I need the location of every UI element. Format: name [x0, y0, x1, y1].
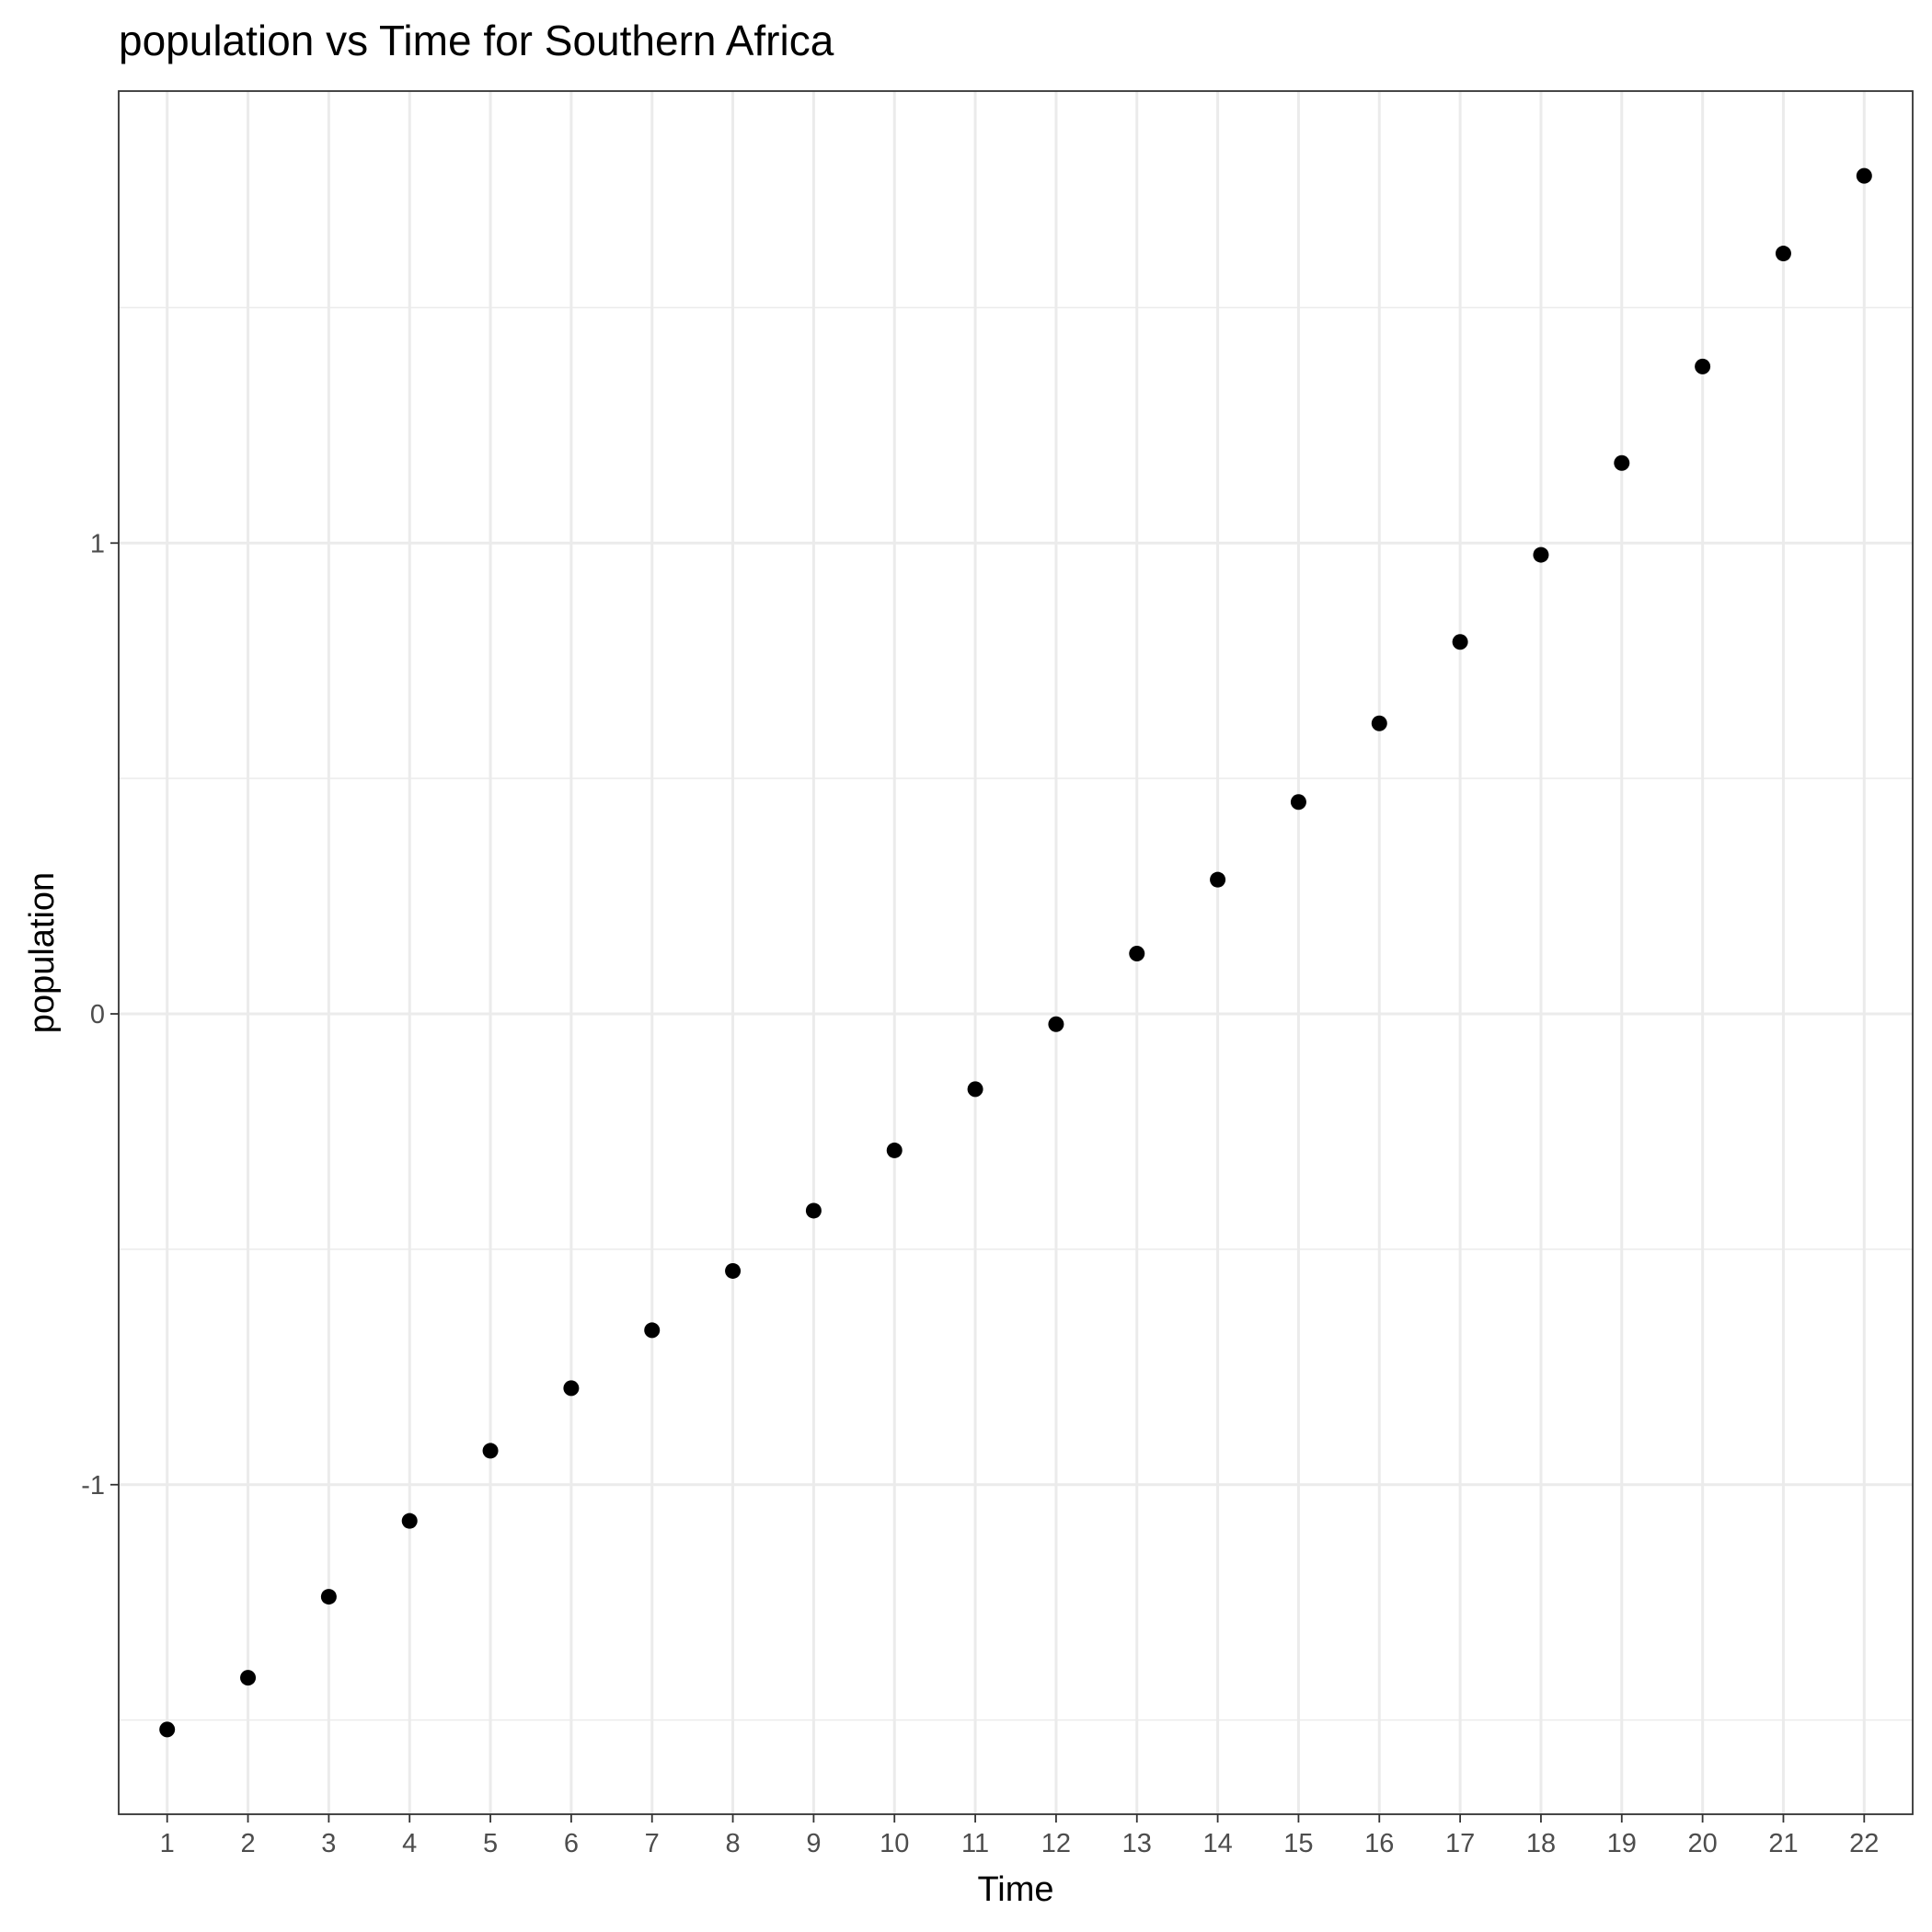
x-tick-label: 5: [483, 1829, 498, 1858]
x-axis-title: Time: [977, 1870, 1053, 1909]
minor-gridlines: [119, 306, 1913, 1721]
x-tick-label: 13: [1122, 1829, 1152, 1858]
data-point: [159, 1721, 176, 1738]
data-point: [563, 1380, 580, 1397]
data-point: [1371, 715, 1387, 731]
chart-title: population vs Time for Southern Africa: [119, 17, 834, 64]
x-tick-label: 7: [645, 1829, 660, 1858]
x-tick-label: 15: [1283, 1829, 1313, 1858]
major-gridlines: [119, 91, 1913, 1814]
data-point: [1533, 546, 1549, 563]
x-tick-label: 21: [1768, 1829, 1798, 1858]
data-point: [1210, 871, 1226, 888]
x-tick-label: 14: [1202, 1829, 1232, 1858]
x-tick-label: 1: [160, 1829, 175, 1858]
data-point: [1129, 946, 1145, 962]
x-tick-label: 22: [1849, 1829, 1879, 1858]
data-point: [320, 1589, 337, 1605]
x-tick-label: 20: [1687, 1829, 1717, 1858]
x-tick-label: 18: [1526, 1829, 1556, 1858]
data-point: [805, 1202, 822, 1219]
data-point: [1290, 794, 1306, 811]
x-tick-label: 11: [961, 1829, 989, 1858]
x-axis: 1 2 3 4 5 6 7 8 9 10 11 12 13 14 15 16 17 18 19 20 21 22: [160, 1814, 1879, 1858]
x-tick-label: 12: [1041, 1829, 1071, 1858]
x-tick-label: 19: [1607, 1829, 1637, 1858]
x-tick-label: 8: [725, 1829, 740, 1858]
x-tick-label: 4: [402, 1829, 417, 1858]
data-point: [1452, 634, 1468, 650]
data-point: [482, 1443, 499, 1459]
data-points: [159, 167, 1872, 1738]
x-tick-label: 10: [880, 1829, 909, 1858]
data-point: [240, 1670, 257, 1686]
x-tick-label: 17: [1445, 1829, 1475, 1858]
data-point: [1856, 167, 1872, 184]
data-point: [644, 1322, 661, 1339]
data-point: [1048, 1016, 1064, 1032]
y-axis: -1 0 1: [81, 529, 119, 1501]
data-point: [1775, 246, 1791, 262]
data-point: [401, 1512, 418, 1529]
x-tick-label: 16: [1364, 1829, 1394, 1858]
x-tick-label: 6: [564, 1829, 579, 1858]
data-point: [1614, 454, 1630, 471]
x-tick-label: 9: [806, 1829, 821, 1858]
y-tick-label: 0: [90, 1000, 105, 1029]
x-tick-label: 2: [240, 1829, 255, 1858]
data-point: [1695, 358, 1711, 374]
data-point: [886, 1142, 903, 1158]
plot-panel-border: [118, 90, 1914, 1815]
y-tick-label: -1: [81, 1471, 105, 1501]
y-tick-label: 1: [90, 529, 105, 558]
y-axis-title: population: [23, 872, 62, 1033]
data-point: [725, 1262, 742, 1279]
x-tick-label: 3: [321, 1829, 336, 1858]
data-point: [967, 1081, 983, 1098]
